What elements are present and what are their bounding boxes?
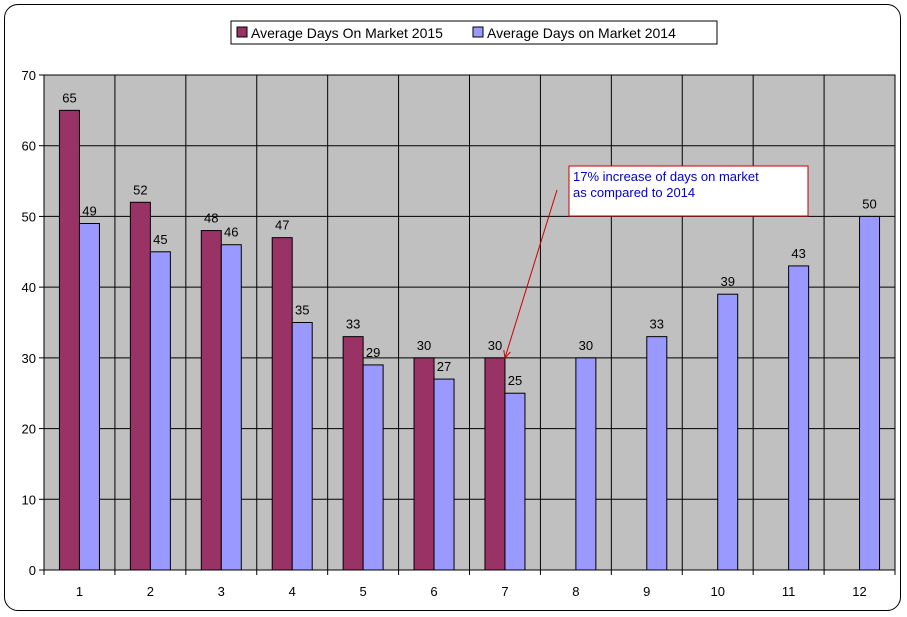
data-label: 30 bbox=[417, 338, 431, 353]
bar-2014 bbox=[859, 215, 881, 571]
annotation-text: 17% increase of days on market bbox=[573, 169, 759, 184]
data-label: 33 bbox=[346, 317, 360, 332]
data-label: 25 bbox=[508, 373, 522, 388]
x-tick-label: 10 bbox=[710, 584, 724, 599]
x-tick-label: 7 bbox=[501, 584, 508, 599]
annotation-arrow bbox=[504, 189, 558, 359]
bar-2015 bbox=[58, 109, 80, 571]
y-tick-label: 70 bbox=[22, 68, 36, 83]
data-label: 27 bbox=[437, 359, 451, 374]
x-tick-label: 3 bbox=[218, 584, 225, 599]
data-label: 33 bbox=[650, 317, 664, 332]
data-label: 50 bbox=[862, 196, 876, 211]
bar-2015 bbox=[129, 201, 151, 571]
y-tick-label: 40 bbox=[22, 280, 36, 295]
bar-2014 bbox=[575, 357, 597, 571]
data-label: 45 bbox=[153, 232, 167, 247]
y-tick-label: 60 bbox=[22, 139, 36, 154]
legend-entry: Average Days on Market 2014 bbox=[487, 25, 676, 41]
bar-2014 bbox=[717, 293, 739, 571]
bar-2015 bbox=[413, 357, 435, 571]
x-tick-label: 5 bbox=[360, 584, 367, 599]
x-tick-label: 2 bbox=[147, 584, 154, 599]
data-label: 47 bbox=[275, 218, 289, 233]
x-tick-label: 9 bbox=[643, 584, 650, 599]
data-label: 49 bbox=[82, 204, 96, 219]
y-tick-label: 50 bbox=[22, 209, 36, 224]
x-tick-label: 11 bbox=[782, 584, 796, 599]
data-label: 30 bbox=[488, 338, 502, 353]
data-label: 52 bbox=[133, 182, 147, 197]
bar-2014 bbox=[220, 244, 242, 571]
x-tick-label: 8 bbox=[572, 584, 579, 599]
data-label: 43 bbox=[791, 246, 805, 261]
bar-2014 bbox=[646, 336, 668, 571]
bar-2015 bbox=[200, 230, 222, 571]
x-tick-label: 1 bbox=[76, 584, 83, 599]
bar-2014 bbox=[788, 265, 810, 571]
y-tick-label: 10 bbox=[22, 492, 36, 507]
data-label: 35 bbox=[295, 303, 309, 318]
x-tick-label: 6 bbox=[430, 584, 437, 599]
y-tick-label: 30 bbox=[22, 351, 36, 366]
x-tick-label: 4 bbox=[289, 584, 296, 599]
legend-entry: Average Days On Market 2015 bbox=[251, 25, 443, 41]
data-label: 65 bbox=[62, 90, 76, 105]
data-label: 48 bbox=[204, 211, 218, 226]
legend: Average Days On Market 2015 Average Days … bbox=[230, 20, 718, 45]
y-tick-label: 20 bbox=[22, 422, 36, 437]
bar-2014 bbox=[78, 223, 100, 571]
data-label: 46 bbox=[224, 225, 238, 240]
x-tick-label: 12 bbox=[852, 584, 866, 599]
annotation-text: as compared to 2014 bbox=[573, 185, 695, 200]
bar-2014 bbox=[291, 322, 313, 571]
bar-2015 bbox=[484, 357, 506, 571]
data-label: 29 bbox=[366, 345, 380, 360]
annotation-arrowhead bbox=[503, 349, 511, 359]
bar-2014 bbox=[504, 392, 526, 571]
y-tick-label: 0 bbox=[29, 563, 36, 578]
bar-2015 bbox=[271, 237, 293, 571]
annotation-box bbox=[568, 165, 809, 217]
bar-2014 bbox=[433, 378, 455, 571]
data-label: 39 bbox=[720, 274, 734, 289]
bar-2014 bbox=[149, 251, 171, 571]
legend-swatch bbox=[472, 26, 484, 38]
legend-swatch bbox=[236, 26, 248, 38]
bar-2015 bbox=[342, 336, 364, 571]
bar-2014 bbox=[362, 364, 384, 571]
data-label: 30 bbox=[579, 338, 593, 353]
